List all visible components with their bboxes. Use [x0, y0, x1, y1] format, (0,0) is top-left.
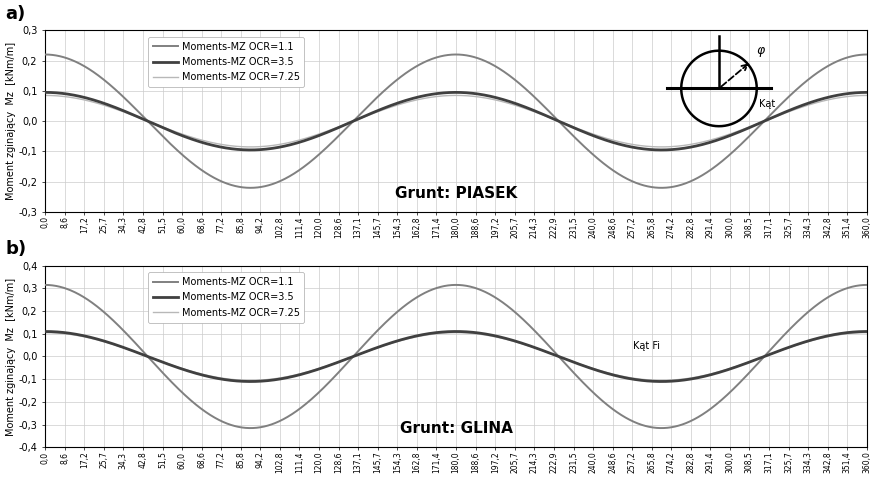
Text: a): a)	[5, 5, 25, 23]
Text: Grunt: GLINA: Grunt: GLINA	[400, 422, 512, 436]
Text: Kąt Fi: Kąt Fi	[632, 341, 660, 351]
Legend: Moments-MZ OCR=1.1, Moments-MZ OCR=3.5, Moments-MZ OCR=7.25: Moments-MZ OCR=1.1, Moments-MZ OCR=3.5, …	[148, 37, 304, 87]
Y-axis label: Moment zginający  Mz  [kNm/m]: Moment zginający Mz [kNm/m]	[5, 277, 16, 435]
Text: b): b)	[5, 240, 26, 258]
Legend: Moments-MZ OCR=1.1, Moments-MZ OCR=3.5, Moments-MZ OCR=7.25: Moments-MZ OCR=1.1, Moments-MZ OCR=3.5, …	[148, 272, 304, 323]
Y-axis label: Moment zginający  Mz  [kNm/m]: Moment zginający Mz [kNm/m]	[5, 42, 16, 200]
Text: Grunt: PIASEK: Grunt: PIASEK	[395, 186, 517, 201]
